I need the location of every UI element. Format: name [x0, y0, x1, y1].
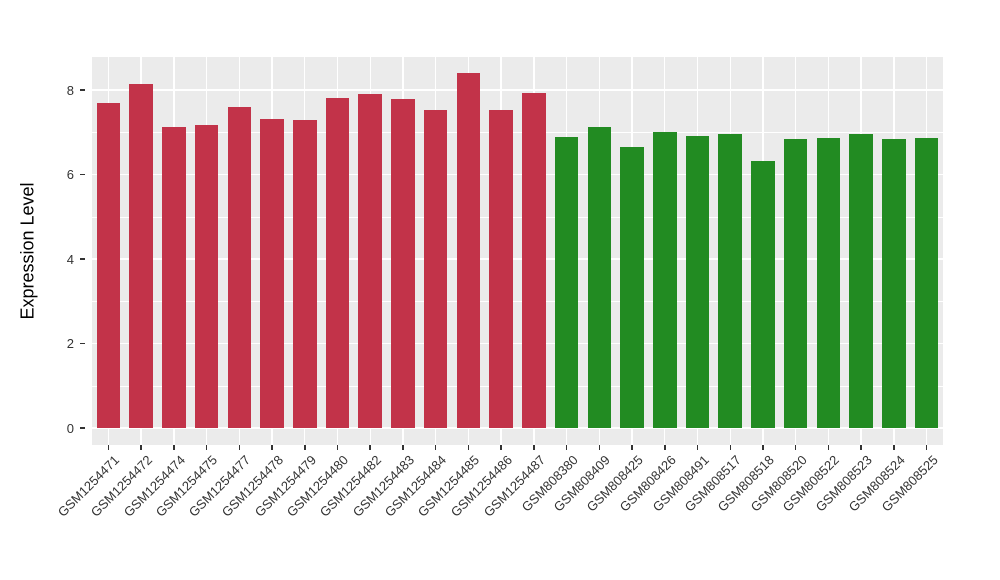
bar-GSM1254478 [260, 118, 284, 428]
x-axis-tick [271, 445, 273, 450]
x-axis-tick [631, 445, 633, 450]
x-axis-tick [304, 445, 306, 450]
x-axis-tick [696, 445, 699, 450]
gridline-horizontal-minor [92, 385, 943, 387]
x-axis-tick [500, 445, 502, 450]
x-axis-tick [402, 445, 404, 450]
y-axis-tick [80, 258, 85, 260]
x-axis-tick [336, 445, 339, 450]
bar-GSM1254487 [522, 93, 546, 428]
gridline-horizontal-minor [92, 132, 943, 133]
gridline-horizontal-major [92, 342, 943, 345]
x-axis-tick [762, 445, 764, 450]
gridline-horizontal-minor [92, 301, 943, 302]
x-axis-tick [467, 445, 470, 450]
x-axis-tick [565, 445, 568, 450]
bar-GSM1254484 [423, 110, 448, 428]
x-axis-tick [827, 445, 830, 450]
bar-GSM808518 [751, 160, 775, 428]
bar-GSM1254483 [391, 99, 415, 428]
bar-GSM808524 [882, 139, 906, 428]
bar-GSM808523 [849, 133, 873, 428]
bar-GSM1254480 [325, 97, 350, 428]
x-axis-tick [860, 445, 862, 450]
bar-GSM808380 [554, 136, 579, 428]
x-axis-tick [369, 445, 371, 450]
y-axis-tick [80, 342, 85, 345]
bar-GSM808409 [587, 126, 612, 428]
bar-GSM1254475 [194, 125, 219, 428]
plot-panel [92, 57, 943, 445]
bar-GSM1254477 [227, 106, 252, 428]
y-tick-label: 2 [66, 336, 74, 351]
y-tick-label: 8 [66, 82, 74, 98]
gridline-horizontal-major [92, 258, 943, 260]
x-axis-tick [925, 445, 928, 450]
bar-GSM1254472 [129, 83, 153, 428]
x-axis-tick [140, 445, 142, 450]
gridline-horizontal-major [92, 427, 943, 429]
bar-GSM808425 [620, 146, 644, 428]
y-axis-tick [80, 427, 85, 429]
x-axis-tick [205, 445, 208, 450]
bar-GSM808525 [914, 137, 939, 428]
x-axis-tick [598, 445, 601, 450]
y-axis-tick [80, 89, 85, 91]
bar-GSM1254479 [292, 119, 317, 428]
bar-GSM1254486 [489, 109, 513, 428]
y-axis-tick [80, 173, 85, 176]
y-tick-label: 4 [66, 251, 74, 267]
bar-GSM808522 [816, 137, 841, 428]
bar-GSM1254474 [162, 127, 186, 428]
x-axis-tick [729, 445, 731, 450]
x-axis-tick [794, 445, 797, 450]
bar-GSM1254471 [96, 102, 121, 428]
x-axis-tick [664, 445, 666, 450]
bar-GSM1254482 [358, 94, 382, 428]
y-axis-title: Expression Level [17, 182, 38, 320]
gridline-horizontal-major [92, 89, 943, 91]
bar-GSM808426 [653, 132, 677, 428]
gridline-horizontal-major [92, 173, 943, 176]
bar-GSM1254485 [456, 73, 481, 428]
x-axis-tick [173, 445, 175, 450]
x-axis-tick [893, 445, 895, 450]
gridline-horizontal-minor [92, 216, 943, 218]
x-axis-tick [434, 445, 437, 450]
bar-GSM808517 [718, 134, 743, 428]
bar-GSM808520 [783, 139, 808, 428]
y-tick-label: 6 [66, 167, 74, 182]
y-tick-label: 0 [66, 420, 74, 436]
x-axis-tick [107, 445, 110, 450]
x-axis-tick [533, 445, 535, 450]
x-axis-tick [238, 445, 241, 450]
bar-GSM808491 [685, 136, 710, 428]
